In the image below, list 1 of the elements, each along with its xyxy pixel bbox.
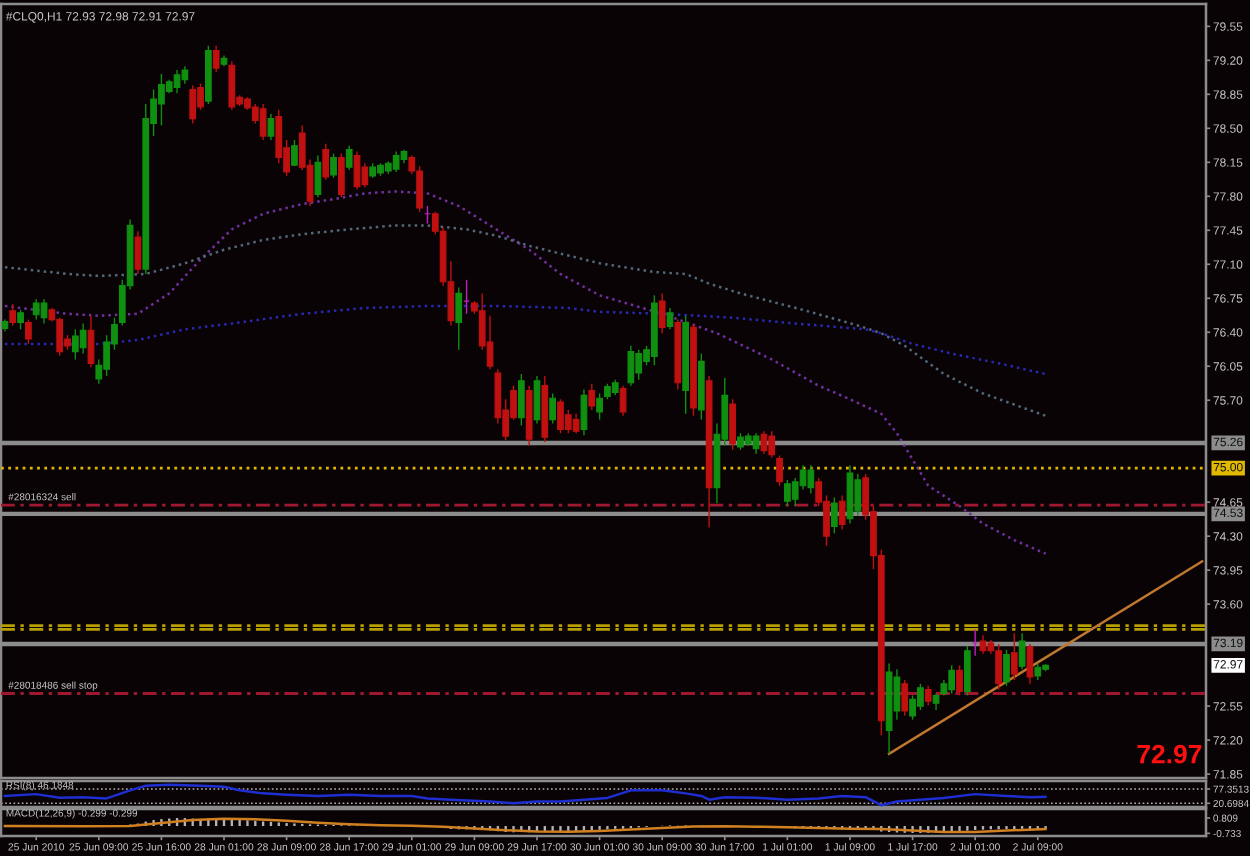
annotation: 72.97 (1137, 744, 1202, 764)
